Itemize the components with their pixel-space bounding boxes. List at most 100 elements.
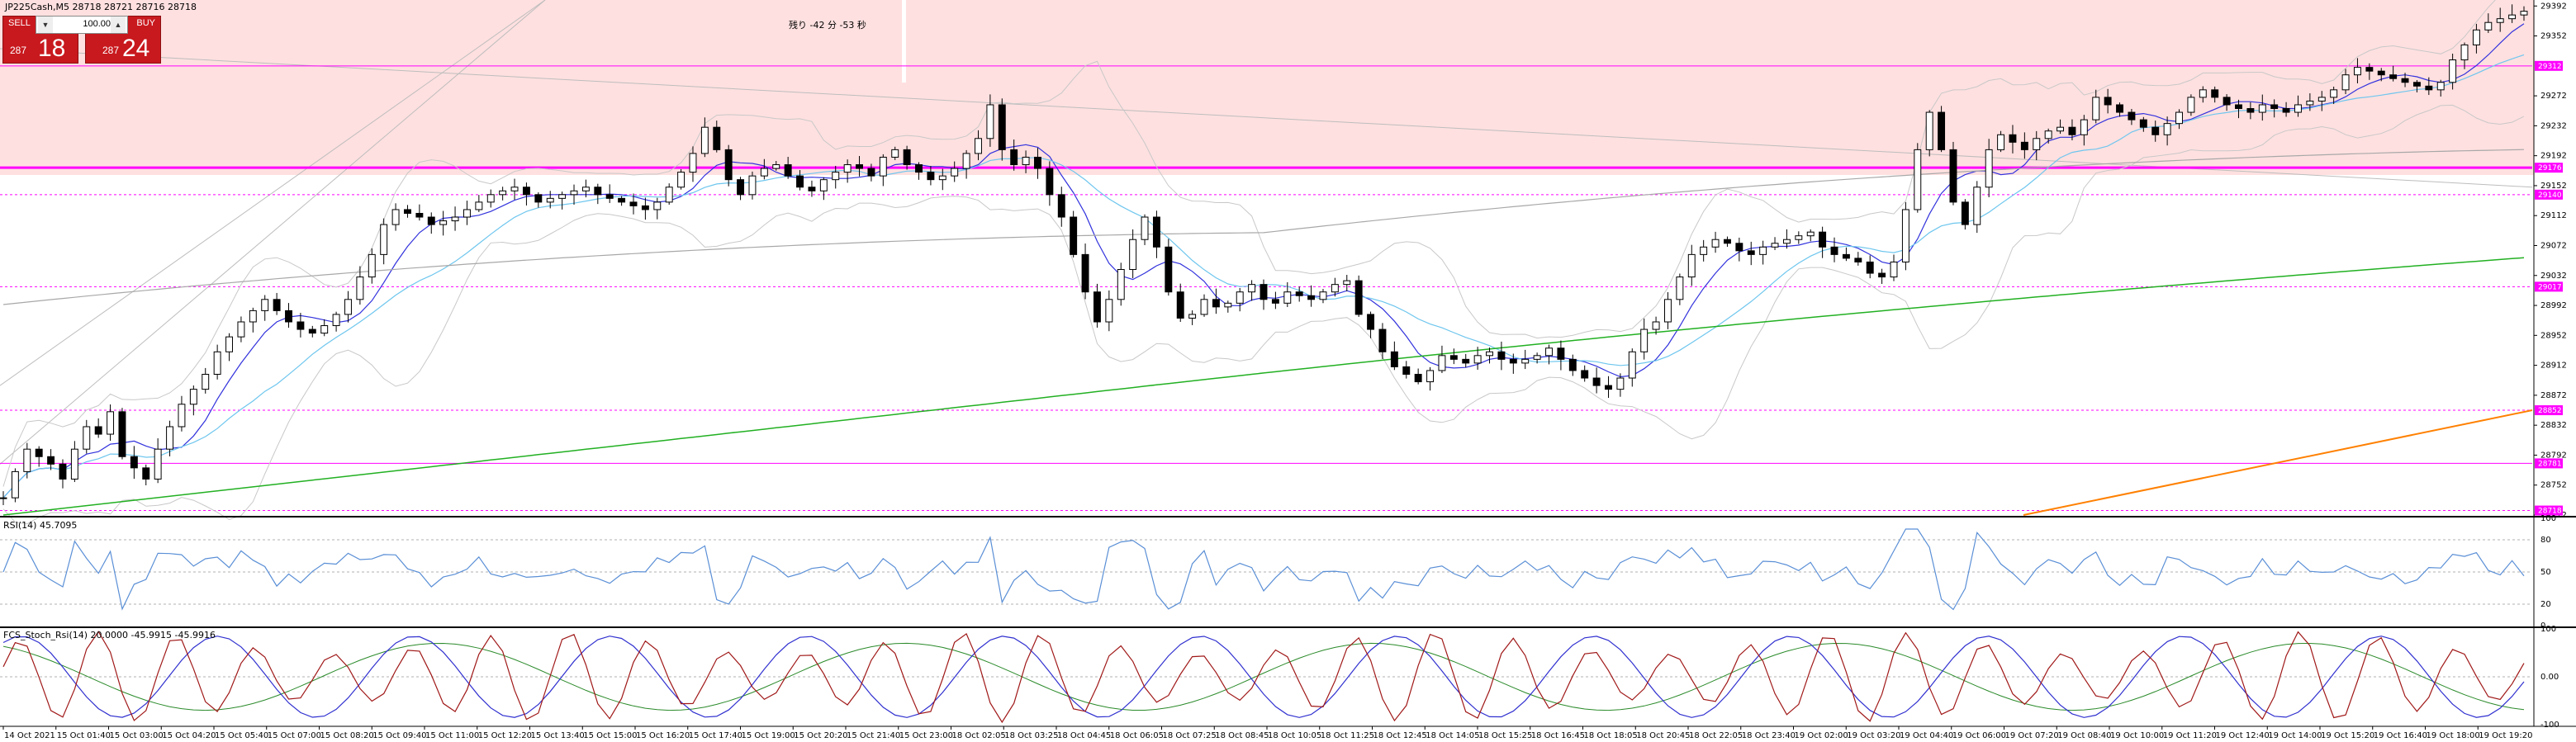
- stoch-label: FCS_Stoch_Rsi(14) 20.0000 -45.9915 -45.9…: [3, 630, 216, 640]
- rsi-axis: 100 80 50 20 0: [2540, 514, 2556, 631]
- candle-body: [2449, 59, 2457, 83]
- time-tick-label: 19 Oct 10:00: [2110, 731, 2164, 740]
- candle-body: [23, 448, 31, 472]
- price-tag-label: 29312: [2538, 63, 2562, 71]
- candle-body: [927, 172, 935, 181]
- horizontal-level-layer[interactable]: [0, 65, 2532, 512]
- candle-body: [700, 126, 709, 154]
- volume-decrease-icon[interactable]: ▼: [38, 17, 53, 33]
- stoch-axis: 100 0.00 -100: [2540, 625, 2559, 730]
- candle-body: [1581, 370, 1589, 379]
- candle-body: [1212, 299, 1220, 308]
- candle-body: [2412, 82, 2421, 87]
- candle-body: [1283, 291, 1292, 304]
- candle-body: [1473, 355, 1482, 364]
- candle-body: [1723, 239, 1731, 244]
- candle-body: [1081, 253, 1089, 293]
- rsi-tick-label: 20: [2540, 600, 2551, 609]
- candle-body: [1271, 299, 1279, 304]
- candle-body: [1759, 246, 1767, 255]
- bollinger-bands-layer: [2, 0, 2525, 525]
- candle-body: [1070, 216, 1078, 255]
- candle-body: [2033, 138, 2041, 150]
- candle-body: [2353, 67, 2361, 76]
- candle-body: [2425, 85, 2433, 91]
- candle-body: [427, 216, 435, 225]
- price-tick-label: 29032: [2540, 272, 2567, 281]
- time-tick-label: 15 Oct 15:00: [583, 731, 637, 740]
- candle-body: [2436, 82, 2445, 91]
- candle-body: [1545, 347, 1553, 357]
- time-tick-label: 19 Oct 16:40: [2374, 731, 2427, 740]
- candle-body: [142, 467, 150, 480]
- candle-body: [2187, 97, 2195, 113]
- candle-body: [0, 497, 7, 499]
- candle-body: [546, 197, 554, 203]
- time-tick-label: 15 Oct 08:20: [320, 731, 374, 740]
- candle-body: [713, 126, 721, 150]
- candle-body: [2365, 67, 2374, 72]
- price-tick-label: 29392: [2540, 2, 2567, 11]
- candle-body: [202, 373, 210, 390]
- rsi-pane: [0, 528, 2532, 611]
- time-tick-label: 18 Oct 06:05: [1110, 731, 1164, 740]
- price-tick-label: 28752: [2540, 481, 2567, 490]
- candle-body: [1414, 373, 1422, 383]
- price-tick-label: 29352: [2540, 32, 2567, 41]
- time-tick-label: 15 Oct 03:00: [110, 731, 164, 740]
- candle-body: [1486, 351, 1493, 357]
- candle-body: [1295, 291, 1303, 296]
- time-tick-label: 18 Oct 23:40: [1742, 731, 1796, 740]
- price-tag-bg: [2535, 405, 2563, 416]
- price-tick-label: 28872: [2540, 391, 2567, 400]
- candle-body: [1331, 284, 1339, 293]
- candle-body: [1176, 291, 1184, 319]
- candle-body: [2104, 97, 2112, 106]
- candle-body: [784, 164, 792, 177]
- candle-body: [178, 404, 186, 428]
- candle-body: [665, 187, 673, 203]
- candle-body: [237, 321, 245, 338]
- time-tick-label: 18 Oct 04:45: [1057, 731, 1111, 740]
- time-tick-label: 15 Oct 12:20: [478, 731, 532, 740]
- time-tick-label: 18 Oct 20:45: [1636, 731, 1690, 740]
- candle-body: [1592, 377, 1601, 386]
- candle-body: [2211, 89, 2219, 98]
- sell-price-big: 18: [38, 35, 66, 62]
- volume-increase-icon[interactable]: ▲: [111, 17, 126, 33]
- volume-input[interactable]: ▼ 100.00 ▲: [36, 16, 128, 34]
- candle-body: [380, 224, 388, 255]
- candle-body: [2223, 97, 2231, 106]
- candle-body: [1806, 231, 1815, 237]
- candle-body: [59, 463, 67, 480]
- candle-body: [737, 179, 745, 196]
- candle-body: [938, 175, 946, 181]
- time-tick-label: 18 Oct 11:25: [1321, 731, 1374, 740]
- resistance-zone: [0, 0, 2534, 175]
- candle-body: [677, 172, 686, 188]
- candle-body: [1616, 377, 1625, 390]
- rsi-tick-label: 0: [2540, 621, 2545, 631]
- candle-body: [1700, 246, 1708, 255]
- candle-body: [2116, 104, 2123, 113]
- candle-body: [1521, 358, 1530, 364]
- candle-body: [832, 172, 840, 181]
- trendline-ascending-2[interactable]: [0, 0, 546, 465]
- candle-body: [1782, 239, 1791, 244]
- candle-body: [1878, 272, 1886, 278]
- price-tag-label: 28852: [2538, 407, 2562, 415]
- price-tag-bg: [2535, 163, 2563, 173]
- time-tick-label: 19 Oct 12:40: [2216, 731, 2270, 740]
- candle-body: [653, 201, 662, 210]
- price-axis[interactable]: 29392 29352 29272 29232 29192 29152 29112 29072…: [2534, 2, 2567, 520]
- candle-body: [2163, 123, 2171, 135]
- trendline-ascending[interactable]: [0, 0, 546, 386]
- price-tag-label: 29140: [2538, 191, 2562, 200]
- time-tick-label: 18 Oct 03:25: [1004, 731, 1058, 740]
- time-tick-label: 18 Oct 02:05: [952, 731, 1006, 740]
- candle-body: [1997, 134, 2005, 150]
- candle-body: [1141, 216, 1149, 240]
